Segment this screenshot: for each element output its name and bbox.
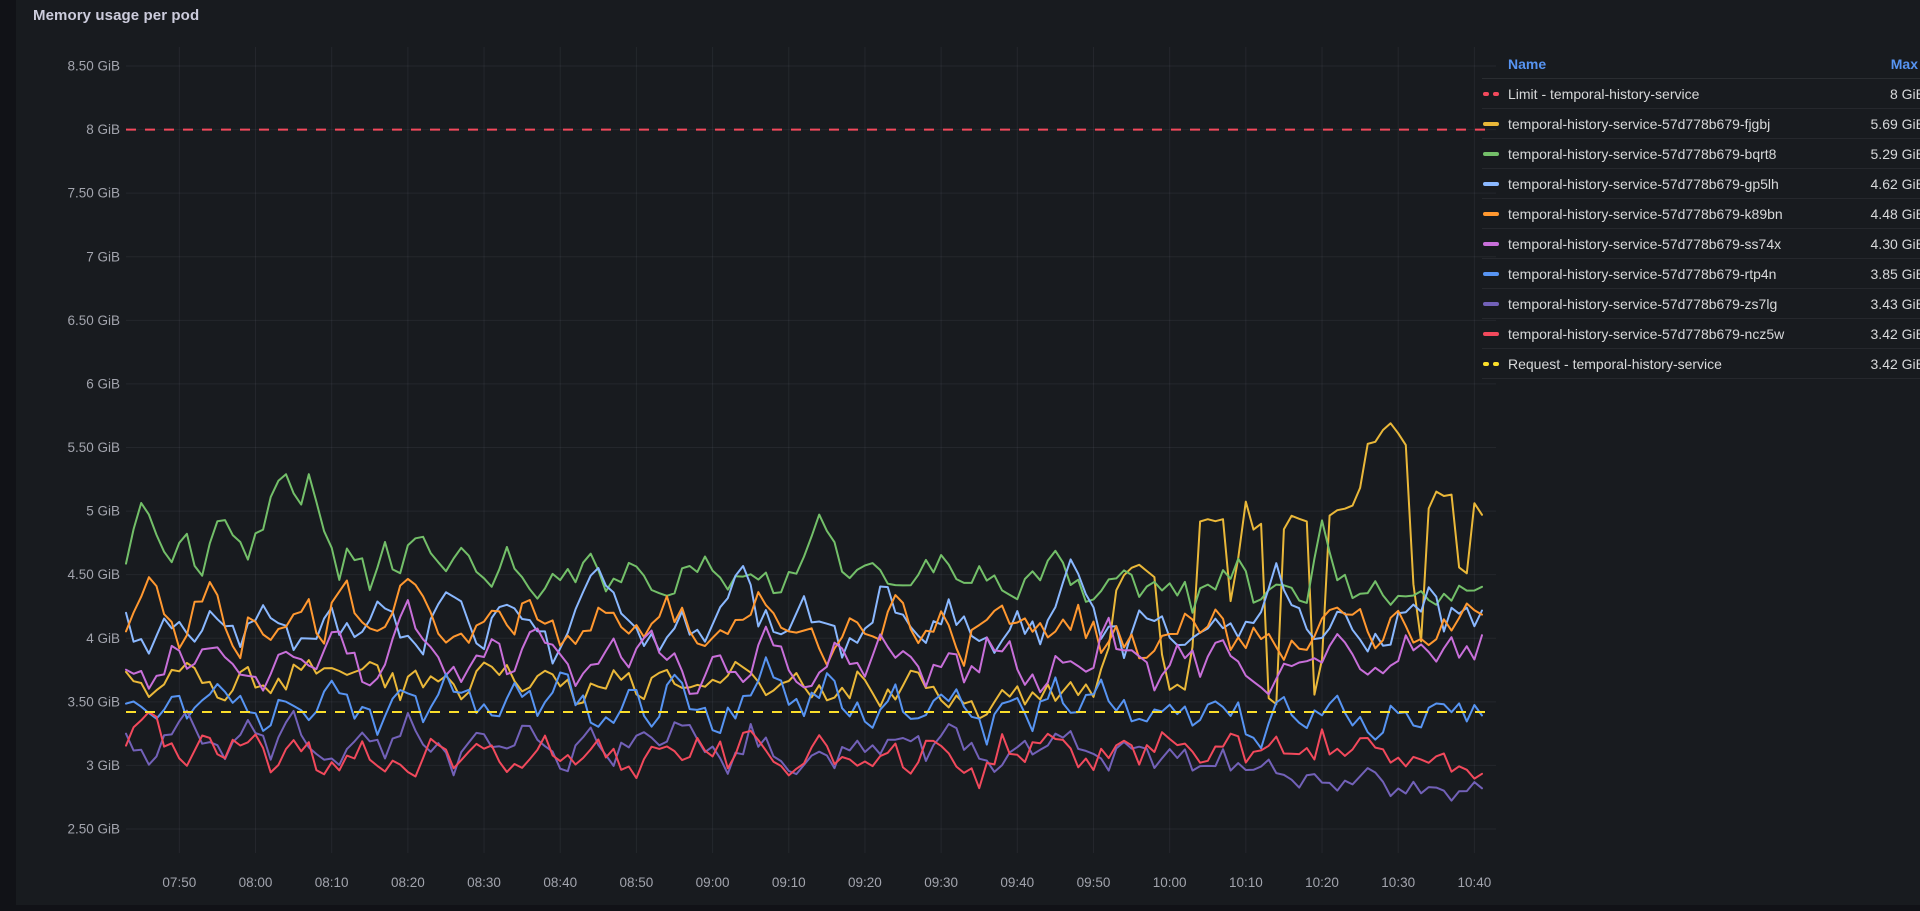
legend-row[interactable]: temporal-history-service-57d778b679-ncz5…	[1482, 319, 1920, 349]
legend-table: Name Max Limit - temporal-history-servic…	[1482, 49, 1920, 379]
y-axis-tick-label: 5.50 GiB	[67, 440, 120, 455]
series-color-swatch	[1483, 91, 1499, 96]
legend-series-max: 5.69 GiB	[1870, 115, 1920, 132]
legend-series-name[interactable]: Limit - temporal-history-service	[1508, 85, 1700, 102]
x-axis-tick-label: 08:40	[543, 875, 577, 890]
x-axis-tick-label: 09:40	[1000, 875, 1034, 890]
legend-series-max: 3.42 GiB	[1870, 325, 1920, 342]
series-color-swatch	[1483, 121, 1499, 126]
series-line-rtp4n	[125, 656, 1483, 750]
series-color-swatch	[1483, 181, 1499, 186]
legend-series-name[interactable]: temporal-history-service-57d778b679-bqrt…	[1508, 145, 1777, 162]
legend-series-max: 4.48 GiB	[1870, 205, 1920, 222]
x-axis-tick-label: 10:40	[1457, 875, 1491, 890]
x-axis-tick-label: 08:00	[239, 875, 273, 890]
series-color-swatch	[1483, 211, 1499, 216]
series-line-ss74x	[125, 599, 1483, 696]
y-axis-tick-label: 5 GiB	[86, 504, 120, 519]
y-axis-tick-label: 7.50 GiB	[67, 186, 120, 201]
legend-header-name[interactable]: Name	[1508, 55, 1547, 72]
series-color-swatch	[1483, 361, 1499, 366]
legend-row[interactable]: temporal-history-service-57d778b679-gp5l…	[1482, 169, 1920, 199]
x-axis-tick-label: 08:30	[467, 875, 501, 890]
x-axis-tick-label: 10:00	[1153, 875, 1187, 890]
legend-header: Name Max	[1482, 49, 1920, 79]
x-axis-tick-label: 08:50	[620, 875, 654, 890]
legend-series-name[interactable]: temporal-history-service-57d778b679-k89b…	[1508, 205, 1783, 222]
x-axis-tick-label: 10:10	[1229, 875, 1263, 890]
legend-row[interactable]: Limit - temporal-history-service 8 GiB	[1482, 79, 1920, 109]
legend-series-name[interactable]: Request - temporal-history-service	[1508, 355, 1722, 372]
legend-row[interactable]: temporal-history-service-57d778b679-rtp4…	[1482, 259, 1920, 289]
series-color-swatch	[1483, 301, 1499, 306]
legend-rows: Limit - temporal-history-service 8 GiB tem…	[1482, 79, 1920, 379]
legend-series-max: 3.42 GiB	[1870, 355, 1920, 372]
legend-series-name[interactable]: temporal-history-service-57d778b679-zs7l…	[1508, 295, 1778, 312]
series-line-bqrt8	[125, 473, 1483, 614]
x-axis-tick-label: 09:30	[924, 875, 958, 890]
series-line-gp5lh	[125, 558, 1483, 665]
legend-row[interactable]: temporal-history-service-57d778b679-fjgb…	[1482, 109, 1920, 139]
legend-series-max: 3.85 GiB	[1870, 265, 1920, 282]
series-color-swatch	[1483, 331, 1499, 336]
legend-series-max: 4.62 GiB	[1870, 175, 1920, 192]
y-axis-tick-label: 4 GiB	[86, 631, 120, 646]
memory-usage-panel: 8.50 GiB 8 GiB 7.50 GiB 7 GiB 6.50 GiB 6 GiB 5…	[16, 0, 1920, 905]
y-axis-tick-label: 4.50 GiB	[67, 567, 120, 582]
legend-series-name[interactable]: temporal-history-service-57d778b679-fjgb…	[1508, 115, 1771, 132]
y-axis-tick-label: 6.50 GiB	[67, 313, 120, 328]
legend-header-max[interactable]: Max	[1890, 55, 1918, 72]
x-axis-tick-label: 10:30	[1381, 875, 1415, 890]
series-line-k89bn	[125, 576, 1483, 667]
legend-series-name[interactable]: temporal-history-service-57d778b679-ss74…	[1508, 235, 1782, 252]
y-axis-tick-label: 7 GiB	[86, 249, 120, 264]
y-axis-tick-label: 2.50 GiB	[67, 822, 120, 837]
x-axis-tick-label: 08:20	[391, 875, 425, 890]
legend-row[interactable]: temporal-history-service-57d778b679-bqrt…	[1482, 139, 1920, 169]
legend-series-name[interactable]: temporal-history-service-57d778b679-ncz5…	[1508, 325, 1785, 342]
panel-title[interactable]: Memory usage per pod	[33, 7, 200, 24]
y-axis-tick-label: 3 GiB	[86, 758, 120, 773]
y-axis-tick-label: 8 GiB	[86, 122, 120, 137]
legend-row[interactable]: temporal-history-service-57d778b679-k89b…	[1482, 199, 1920, 229]
series-line-zs7lg	[125, 709, 1483, 802]
legend-series-name[interactable]: temporal-history-service-57d778b679-gp5l…	[1508, 175, 1779, 192]
series-color-swatch	[1483, 271, 1499, 276]
series-color-swatch	[1483, 151, 1499, 156]
legend-series-name[interactable]: temporal-history-service-57d778b679-rtp4…	[1508, 265, 1777, 282]
x-axis-tick-label: 09:50	[1077, 875, 1111, 890]
series-color-swatch	[1483, 241, 1499, 246]
series-line-ncz5w	[125, 711, 1483, 790]
legend-row[interactable]: temporal-history-service-57d778b679-ss74…	[1482, 229, 1920, 259]
series-layer	[125, 128, 1486, 802]
legend-row[interactable]: Request - temporal-history-service 3.42 G…	[1482, 349, 1920, 379]
x-axis-tick-label: 10:20	[1305, 875, 1339, 890]
legend-row[interactable]: temporal-history-service-57d778b679-zs7l…	[1482, 289, 1920, 319]
y-axis-tick-label: 6 GiB	[86, 376, 120, 391]
x-axis-tick-label: 07:50	[162, 875, 196, 890]
legend-series-max: 3.43 GiB	[1870, 295, 1920, 312]
legend-series-max: 5.29 GiB	[1870, 145, 1920, 162]
page-bottom-edge	[0, 905, 1920, 911]
legend-series-max: 8 GiB	[1889, 85, 1920, 102]
x-axis-tick-label: 09:10	[772, 875, 806, 890]
legend-series-max: 4.30 GiB	[1870, 235, 1920, 252]
y-axis-tick-label: 8.50 GiB	[67, 59, 120, 74]
x-axis-tick-label: 09:00	[696, 875, 730, 890]
x-axis-tick-label: 09:20	[848, 875, 882, 890]
time-series-chart[interactable]: 8.50 GiB 8 GiB 7.50 GiB 7 GiB 6.50 GiB 6 GiB 5…	[16, 0, 1920, 911]
x-axis-tick-label: 08:10	[315, 875, 349, 890]
y-axis-tick-label: 3.50 GiB	[67, 694, 120, 709]
